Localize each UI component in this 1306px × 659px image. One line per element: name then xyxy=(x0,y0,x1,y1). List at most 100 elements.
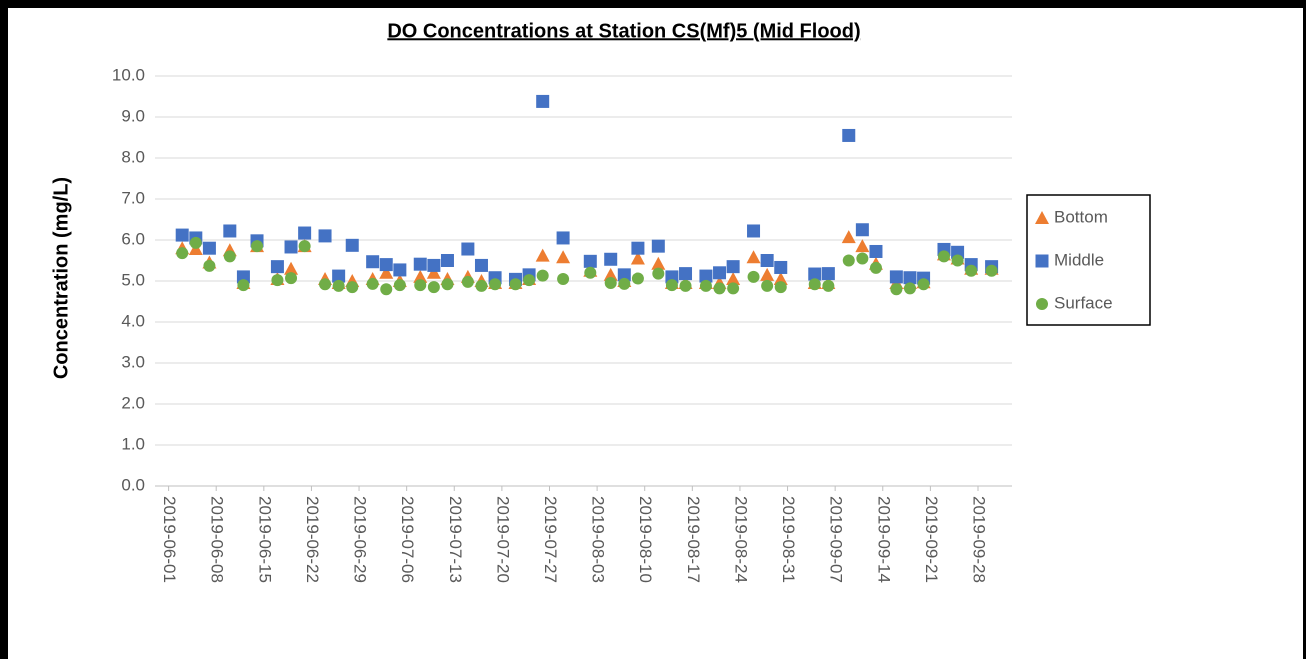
point xyxy=(414,279,427,292)
point xyxy=(747,224,761,238)
legend-label: Surface xyxy=(1054,293,1113,312)
point xyxy=(652,267,665,280)
point xyxy=(332,269,346,283)
x-tick-label: 2019-06-08 xyxy=(208,496,227,583)
point xyxy=(284,261,299,275)
point xyxy=(631,272,644,285)
y-tick-label: 9.0 xyxy=(121,106,145,125)
point xyxy=(489,278,502,291)
point xyxy=(223,250,236,263)
point xyxy=(726,260,740,274)
point xyxy=(937,250,950,263)
point xyxy=(557,272,570,285)
point xyxy=(651,239,665,253)
point xyxy=(889,270,903,284)
point xyxy=(584,266,597,279)
point xyxy=(366,277,379,290)
point xyxy=(237,279,250,292)
point xyxy=(726,271,741,285)
point xyxy=(298,226,312,240)
point xyxy=(202,241,216,255)
point xyxy=(556,231,570,245)
point xyxy=(298,240,311,253)
point xyxy=(379,258,393,272)
x-tick-label: 2019-09-21 xyxy=(922,496,941,583)
legend-label: Bottom xyxy=(1054,207,1108,226)
point xyxy=(985,264,998,277)
legend-label: Middle xyxy=(1054,250,1104,269)
x-tick-label: 2019-06-29 xyxy=(351,496,370,583)
x-tick-label: 2019-07-20 xyxy=(493,496,512,583)
legend-marker xyxy=(1036,298,1048,310)
point xyxy=(175,228,189,242)
point xyxy=(808,278,821,291)
point xyxy=(176,247,189,260)
point xyxy=(630,251,645,265)
point xyxy=(556,250,571,264)
point xyxy=(903,282,916,295)
y-tick-label: 5.0 xyxy=(121,270,145,289)
x-tick-label: 2019-09-28 xyxy=(970,496,989,583)
point xyxy=(366,255,380,269)
point xyxy=(679,267,693,281)
point xyxy=(665,279,678,292)
point xyxy=(535,248,550,262)
x-tick-label: 2019-06-15 xyxy=(255,496,274,583)
point xyxy=(842,254,855,267)
point xyxy=(440,254,454,267)
point xyxy=(774,281,787,294)
y-tick-label: 1.0 xyxy=(121,434,145,453)
y-tick-label: 3.0 xyxy=(121,352,145,371)
point xyxy=(604,277,617,290)
x-tick-label: 2019-06-22 xyxy=(303,496,322,583)
x-tick-label: 2019-06-01 xyxy=(160,496,179,583)
x-tick-label: 2019-07-27 xyxy=(541,496,560,583)
y-tick-label: 0.0 xyxy=(121,475,145,494)
x-tick-label: 2019-08-24 xyxy=(731,496,750,583)
point xyxy=(604,252,618,266)
point xyxy=(761,279,774,292)
legend-marker xyxy=(1035,211,1049,224)
point xyxy=(951,254,964,267)
chart: DO Concentrations at Station CS(Mf)5 (Mi… xyxy=(50,20,1151,583)
x-tick-label: 2019-07-06 xyxy=(398,496,417,583)
y-tick-label: 4.0 xyxy=(121,311,145,330)
x-tick-label: 2019-08-31 xyxy=(779,496,798,583)
point xyxy=(319,278,332,291)
point xyxy=(965,264,978,277)
chart-title: DO Concentrations at Station CS(Mf)5 (Mi… xyxy=(387,20,860,42)
point xyxy=(271,274,284,287)
point xyxy=(603,267,618,281)
x-tick-label: 2019-09-07 xyxy=(827,496,846,583)
point xyxy=(318,229,332,243)
point xyxy=(841,230,856,244)
point xyxy=(461,242,475,256)
point xyxy=(427,281,440,294)
point xyxy=(509,278,522,291)
point xyxy=(427,258,441,272)
point xyxy=(631,241,645,255)
point xyxy=(345,238,359,252)
point xyxy=(523,274,536,287)
point xyxy=(760,254,774,267)
point xyxy=(536,94,550,108)
point xyxy=(855,239,870,253)
point xyxy=(808,267,822,281)
x-tick-label: 2019-08-03 xyxy=(589,496,608,583)
point xyxy=(773,271,788,285)
point xyxy=(461,275,474,288)
point xyxy=(746,250,761,264)
y-axis-label: Concentration (mg/L) xyxy=(50,177,72,379)
point xyxy=(284,240,298,254)
point xyxy=(583,254,597,268)
point xyxy=(617,268,631,282)
point xyxy=(393,263,407,277)
point xyxy=(760,267,775,281)
point xyxy=(903,271,917,285)
y-tick-label: 8.0 xyxy=(121,147,145,166)
x-tick-label: 2019-07-13 xyxy=(446,496,465,583)
point xyxy=(270,260,284,274)
point xyxy=(346,281,359,294)
point xyxy=(679,279,692,292)
